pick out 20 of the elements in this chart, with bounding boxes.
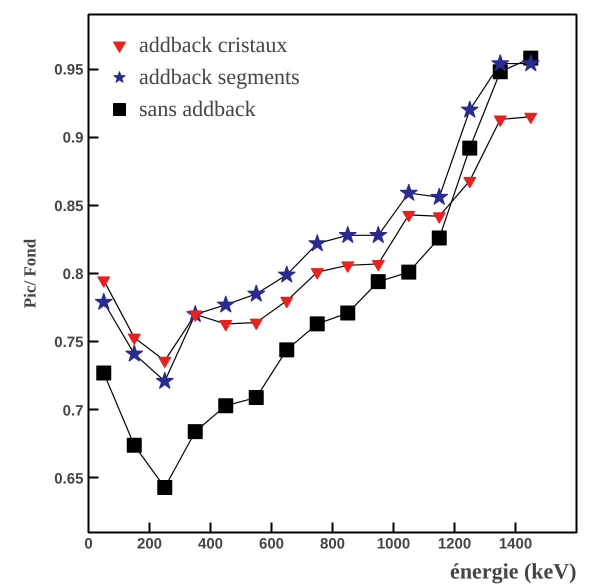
x-tick-label: 1000 bbox=[376, 536, 410, 552]
y-tick-label: 0.95 bbox=[54, 62, 84, 79]
y-tick-label: 0.65 bbox=[54, 470, 84, 488]
legend-label: addback segments bbox=[139, 64, 300, 90]
y-tick-label: 0.85 bbox=[54, 198, 84, 215]
y-tick-label: 0.9 bbox=[62, 130, 84, 147]
y-tick-label: 0.7 bbox=[62, 402, 84, 420]
x-tick-label: 800 bbox=[320, 536, 346, 552]
x-tick-label: 600 bbox=[258, 536, 284, 552]
x-tick-label: 0 bbox=[84, 536, 93, 552]
legend-label: addback cristaux bbox=[139, 32, 288, 58]
y-tick-label: 0.8 bbox=[62, 266, 84, 283]
y-tick-label: 0.75 bbox=[54, 334, 84, 352]
y-axis-title: Pic/ Fond bbox=[20, 238, 40, 308]
x-axis-title: énergie (keV) bbox=[450, 558, 577, 584]
x-tick-label: 1400 bbox=[498, 536, 532, 552]
x-tick-label: 200 bbox=[136, 536, 162, 552]
x-tick-label: 400 bbox=[198, 536, 224, 552]
legend-label: sans addback bbox=[139, 96, 256, 122]
x-tick-label: 1200 bbox=[438, 536, 472, 552]
